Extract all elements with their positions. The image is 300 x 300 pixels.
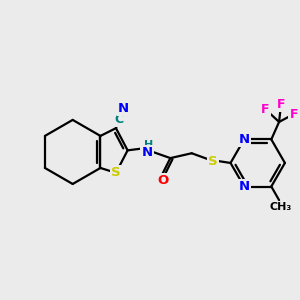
Text: F: F (261, 103, 270, 116)
Text: C: C (115, 112, 124, 126)
Text: S: S (208, 154, 218, 167)
Text: N: N (238, 133, 250, 146)
Text: N: N (118, 102, 129, 115)
Text: O: O (157, 174, 168, 187)
Text: H: H (144, 140, 154, 151)
Text: N: N (238, 180, 250, 193)
Text: F: F (290, 108, 298, 121)
Text: CH₃: CH₃ (270, 202, 292, 212)
Text: F: F (277, 98, 285, 111)
Text: N: N (142, 146, 153, 159)
Text: S: S (111, 166, 121, 179)
